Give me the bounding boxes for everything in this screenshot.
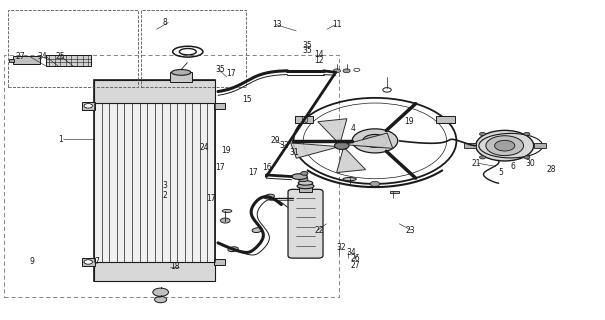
Text: 34: 34 — [37, 52, 47, 61]
Text: 29: 29 — [270, 136, 280, 145]
Text: 35: 35 — [215, 65, 224, 74]
Text: 2: 2 — [163, 190, 167, 200]
Text: 23: 23 — [405, 226, 415, 235]
Text: 25: 25 — [55, 52, 65, 61]
Text: 1: 1 — [58, 135, 63, 144]
Circle shape — [524, 132, 530, 136]
Circle shape — [354, 68, 360, 71]
Ellipse shape — [297, 184, 314, 189]
Circle shape — [370, 181, 380, 187]
Circle shape — [333, 69, 341, 73]
Circle shape — [298, 177, 308, 182]
Bar — [13, 56, 40, 64]
Text: 17: 17 — [226, 69, 235, 78]
Bar — [46, 55, 91, 66]
Text: 22: 22 — [315, 226, 324, 235]
Polygon shape — [318, 119, 347, 142]
Ellipse shape — [343, 178, 356, 181]
Text: 33: 33 — [280, 141, 289, 150]
Text: 14: 14 — [315, 50, 324, 59]
Text: 21: 21 — [471, 159, 481, 168]
Ellipse shape — [171, 69, 191, 75]
Text: 27: 27 — [16, 52, 25, 61]
Text: 19: 19 — [221, 146, 231, 155]
Bar — [299, 186, 312, 192]
Bar — [534, 143, 546, 148]
Text: 35: 35 — [302, 45, 312, 55]
Text: 6: 6 — [511, 162, 515, 171]
Text: 18: 18 — [170, 262, 179, 271]
Polygon shape — [290, 143, 335, 158]
Bar — [463, 143, 476, 148]
Polygon shape — [348, 133, 393, 148]
Circle shape — [84, 104, 93, 108]
Circle shape — [343, 69, 350, 73]
Ellipse shape — [298, 181, 313, 185]
Circle shape — [301, 172, 308, 175]
Circle shape — [363, 134, 387, 147]
Circle shape — [383, 88, 391, 92]
Text: 7: 7 — [94, 258, 99, 267]
Circle shape — [153, 288, 169, 296]
Text: 10: 10 — [299, 116, 309, 125]
Text: 31: 31 — [289, 148, 299, 156]
Circle shape — [480, 132, 486, 136]
Circle shape — [476, 130, 534, 161]
Bar — [171, 72, 192, 82]
Bar — [82, 102, 96, 110]
Text: 11: 11 — [333, 20, 342, 29]
Bar — [214, 259, 224, 265]
Text: 24: 24 — [200, 143, 209, 152]
Text: 32: 32 — [337, 243, 347, 252]
Text: 35: 35 — [302, 41, 312, 50]
Text: 17: 17 — [206, 194, 215, 203]
Ellipse shape — [292, 174, 307, 180]
Ellipse shape — [228, 247, 238, 252]
Text: 28: 28 — [547, 165, 557, 174]
Ellipse shape — [252, 228, 263, 233]
Text: 17: 17 — [248, 168, 258, 177]
Text: 34: 34 — [347, 248, 356, 257]
Text: 9: 9 — [29, 258, 34, 267]
Circle shape — [155, 296, 167, 303]
Text: 5: 5 — [499, 168, 503, 177]
Circle shape — [335, 142, 349, 149]
Bar — [9, 59, 14, 62]
Circle shape — [486, 136, 523, 156]
Circle shape — [480, 156, 486, 159]
Text: 19: 19 — [404, 117, 414, 126]
Bar — [82, 258, 96, 266]
Ellipse shape — [264, 194, 275, 199]
Bar — [295, 116, 313, 123]
FancyBboxPatch shape — [288, 189, 323, 258]
Polygon shape — [336, 149, 365, 172]
Circle shape — [84, 260, 93, 264]
Circle shape — [524, 156, 530, 159]
Circle shape — [220, 218, 230, 223]
Text: 8: 8 — [163, 18, 167, 27]
Circle shape — [494, 140, 515, 151]
Text: 3: 3 — [163, 181, 168, 190]
Text: 26: 26 — [351, 254, 361, 263]
Text: 17: 17 — [215, 164, 224, 172]
Text: 16: 16 — [262, 164, 272, 172]
Bar — [436, 116, 454, 123]
Bar — [4, 55, 339, 297]
Text: 15: 15 — [242, 95, 252, 104]
Ellipse shape — [222, 209, 232, 212]
Bar — [141, 10, 246, 87]
Bar — [390, 191, 399, 194]
Text: 27: 27 — [351, 261, 361, 270]
Circle shape — [352, 129, 397, 153]
Text: 30: 30 — [526, 159, 535, 168]
Text: 13: 13 — [272, 20, 282, 29]
Bar — [94, 80, 215, 103]
Bar — [8, 10, 138, 87]
Bar — [94, 80, 215, 281]
Text: 12: 12 — [315, 56, 324, 65]
Text: 4: 4 — [351, 124, 356, 132]
Bar — [214, 103, 224, 109]
Bar — [94, 262, 215, 281]
